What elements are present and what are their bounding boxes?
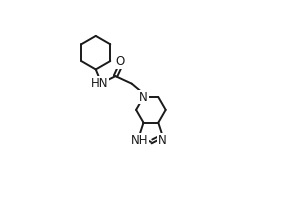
Text: N: N xyxy=(158,134,167,147)
Text: O: O xyxy=(116,55,125,68)
Text: NH: NH xyxy=(130,134,148,147)
Text: N: N xyxy=(139,91,148,104)
Text: HN: HN xyxy=(91,77,108,90)
